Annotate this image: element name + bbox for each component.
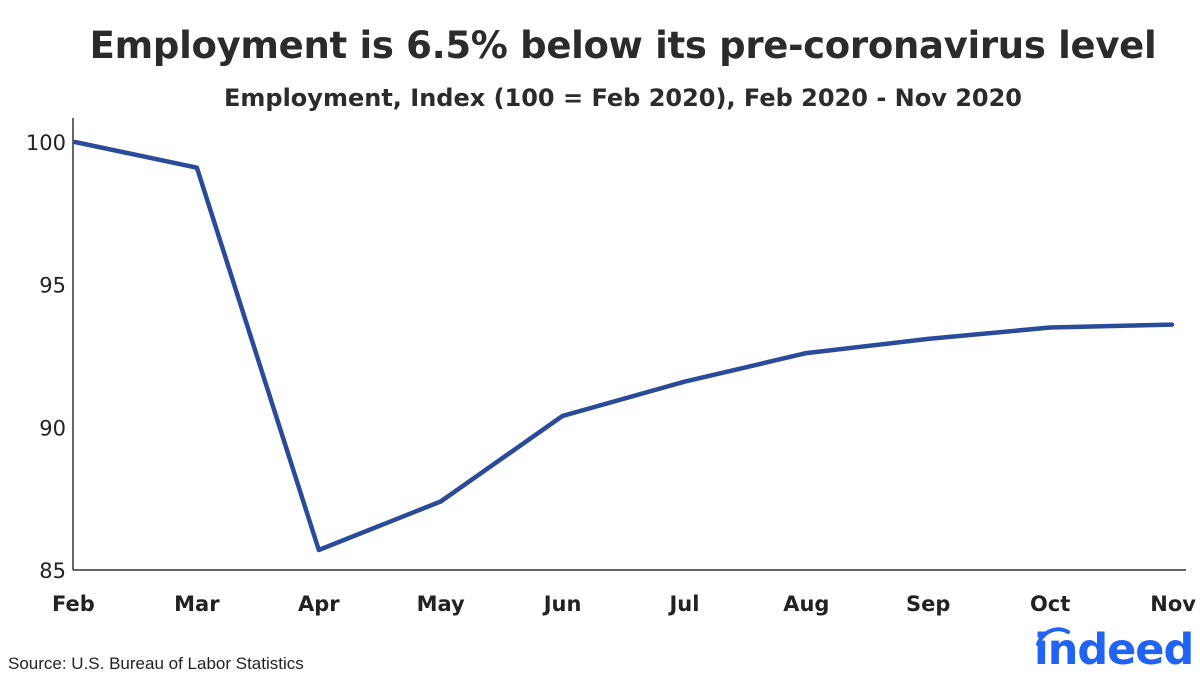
x-tick-label: Oct (1030, 592, 1070, 616)
x-tick-label: Apr (298, 592, 340, 616)
x-tick-label: Aug (783, 592, 829, 616)
y-tick-label: 100 (26, 131, 66, 155)
x-tick-label: May (417, 592, 465, 616)
chart-subtitle: Employment, Index (100 = Feb 2020), Feb … (224, 84, 1022, 112)
source-note: Source: U.S. Bureau of Labor Statistics (8, 654, 304, 673)
indeed-wordmark: indeed (1034, 625, 1194, 675)
chart-plot: 100 95 90 85 Feb Mar Apr May Jun Jul Aug Sep Oct Nov (26, 118, 1196, 616)
x-tick-label: Feb (52, 592, 95, 616)
x-tick-label: Sep (906, 592, 950, 616)
indeed-logo-arc (1036, 627, 1070, 646)
series-line (72, 139, 1175, 553)
indeed-logo: indeed (1034, 622, 1194, 678)
x-axis-ticks: Feb Mar Apr May Jun Jul Aug Sep Oct Nov (52, 592, 1196, 616)
y-tick-label: 95 (39, 274, 66, 298)
y-tick-label: 90 (39, 416, 66, 440)
x-tick-label: Jul (667, 592, 699, 616)
x-tick-label: Nov (1150, 592, 1196, 616)
x-tick-label: Mar (174, 592, 220, 616)
chart-title: Employment is 6.5% below its pre-coronav… (89, 24, 1157, 67)
series-layer (72, 139, 1175, 553)
y-tick-label: 85 (39, 559, 66, 583)
y-axis-ticks: 100 95 90 85 (26, 131, 66, 583)
x-tick-label: Jun (542, 592, 582, 616)
